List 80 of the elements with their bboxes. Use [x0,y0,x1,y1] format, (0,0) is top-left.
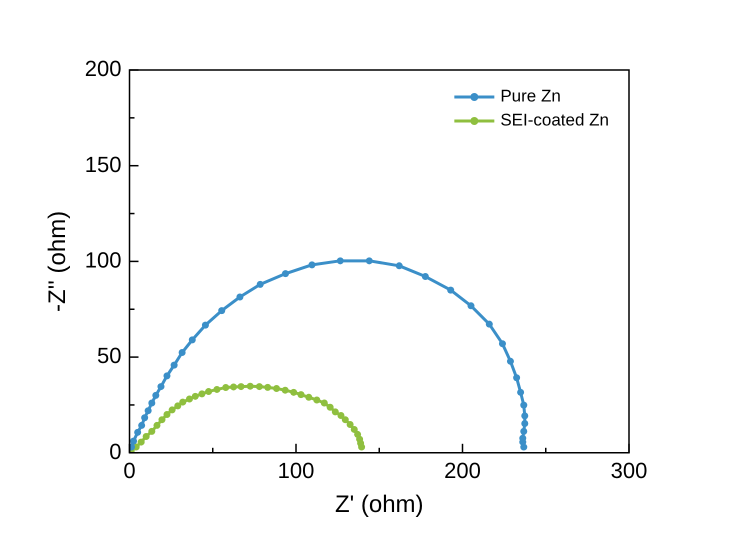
x-tick-label: 100 [278,458,314,484]
x-tick-label: 300 [610,458,648,484]
point [148,428,156,435]
point [313,396,320,404]
point [179,398,186,406]
point [521,420,528,428]
point [222,384,230,392]
x-axis-title: Z' (ohm) [334,491,424,518]
point [305,394,312,401]
point [506,358,514,365]
point [290,388,298,396]
point [396,262,403,270]
point [336,257,344,264]
point [337,412,344,419]
point [205,388,212,396]
point [213,386,220,393]
point [138,438,145,446]
y-tick-label: 50 [97,343,122,368]
point [174,402,182,410]
point [308,261,316,268]
y-tick-label: 200 [84,56,122,82]
point [517,388,524,396]
point [486,320,493,328]
point [157,383,164,390]
point [230,383,238,390]
point [236,294,244,300]
point [520,444,528,451]
point [188,336,196,344]
legend-label: SEI-coated Zn [500,110,610,130]
y-tick-label: 0 [109,438,122,464]
point [144,407,152,414]
point [320,400,328,407]
x-tick-label: 200 [444,458,481,484]
point [238,383,245,390]
point [256,383,263,390]
point [422,273,429,280]
point [192,392,199,400]
point [520,428,528,435]
point [366,257,373,264]
point [273,384,280,392]
point [298,391,304,398]
y-tick-label: 150 [84,152,122,177]
point [326,404,334,411]
point [168,406,176,414]
point [256,280,264,288]
point [186,396,193,403]
point [521,412,528,420]
point [153,422,160,429]
point [246,382,254,390]
y-tick-label: 100 [84,247,122,272]
point [202,322,209,329]
point [163,411,170,418]
point [148,400,156,407]
point [170,362,178,369]
point [138,422,146,429]
point [513,374,520,382]
point [141,414,148,422]
point [264,384,272,391]
legend-label: Pure Zn [500,86,561,106]
point [350,426,358,433]
point [178,349,186,356]
point [346,420,354,428]
point [342,416,349,424]
point [520,402,528,409]
point [358,444,366,451]
point [134,428,142,436]
point [198,390,206,398]
point [282,270,290,278]
point [218,307,226,314]
y-axis-title: -Z'' (ohm) [44,210,72,312]
point [152,392,160,399]
point [332,408,339,416]
point [282,386,289,394]
point [163,372,170,380]
point [158,416,166,424]
point [498,340,506,348]
point [467,302,474,310]
point [447,286,454,294]
point [142,433,150,440]
point [130,438,137,445]
